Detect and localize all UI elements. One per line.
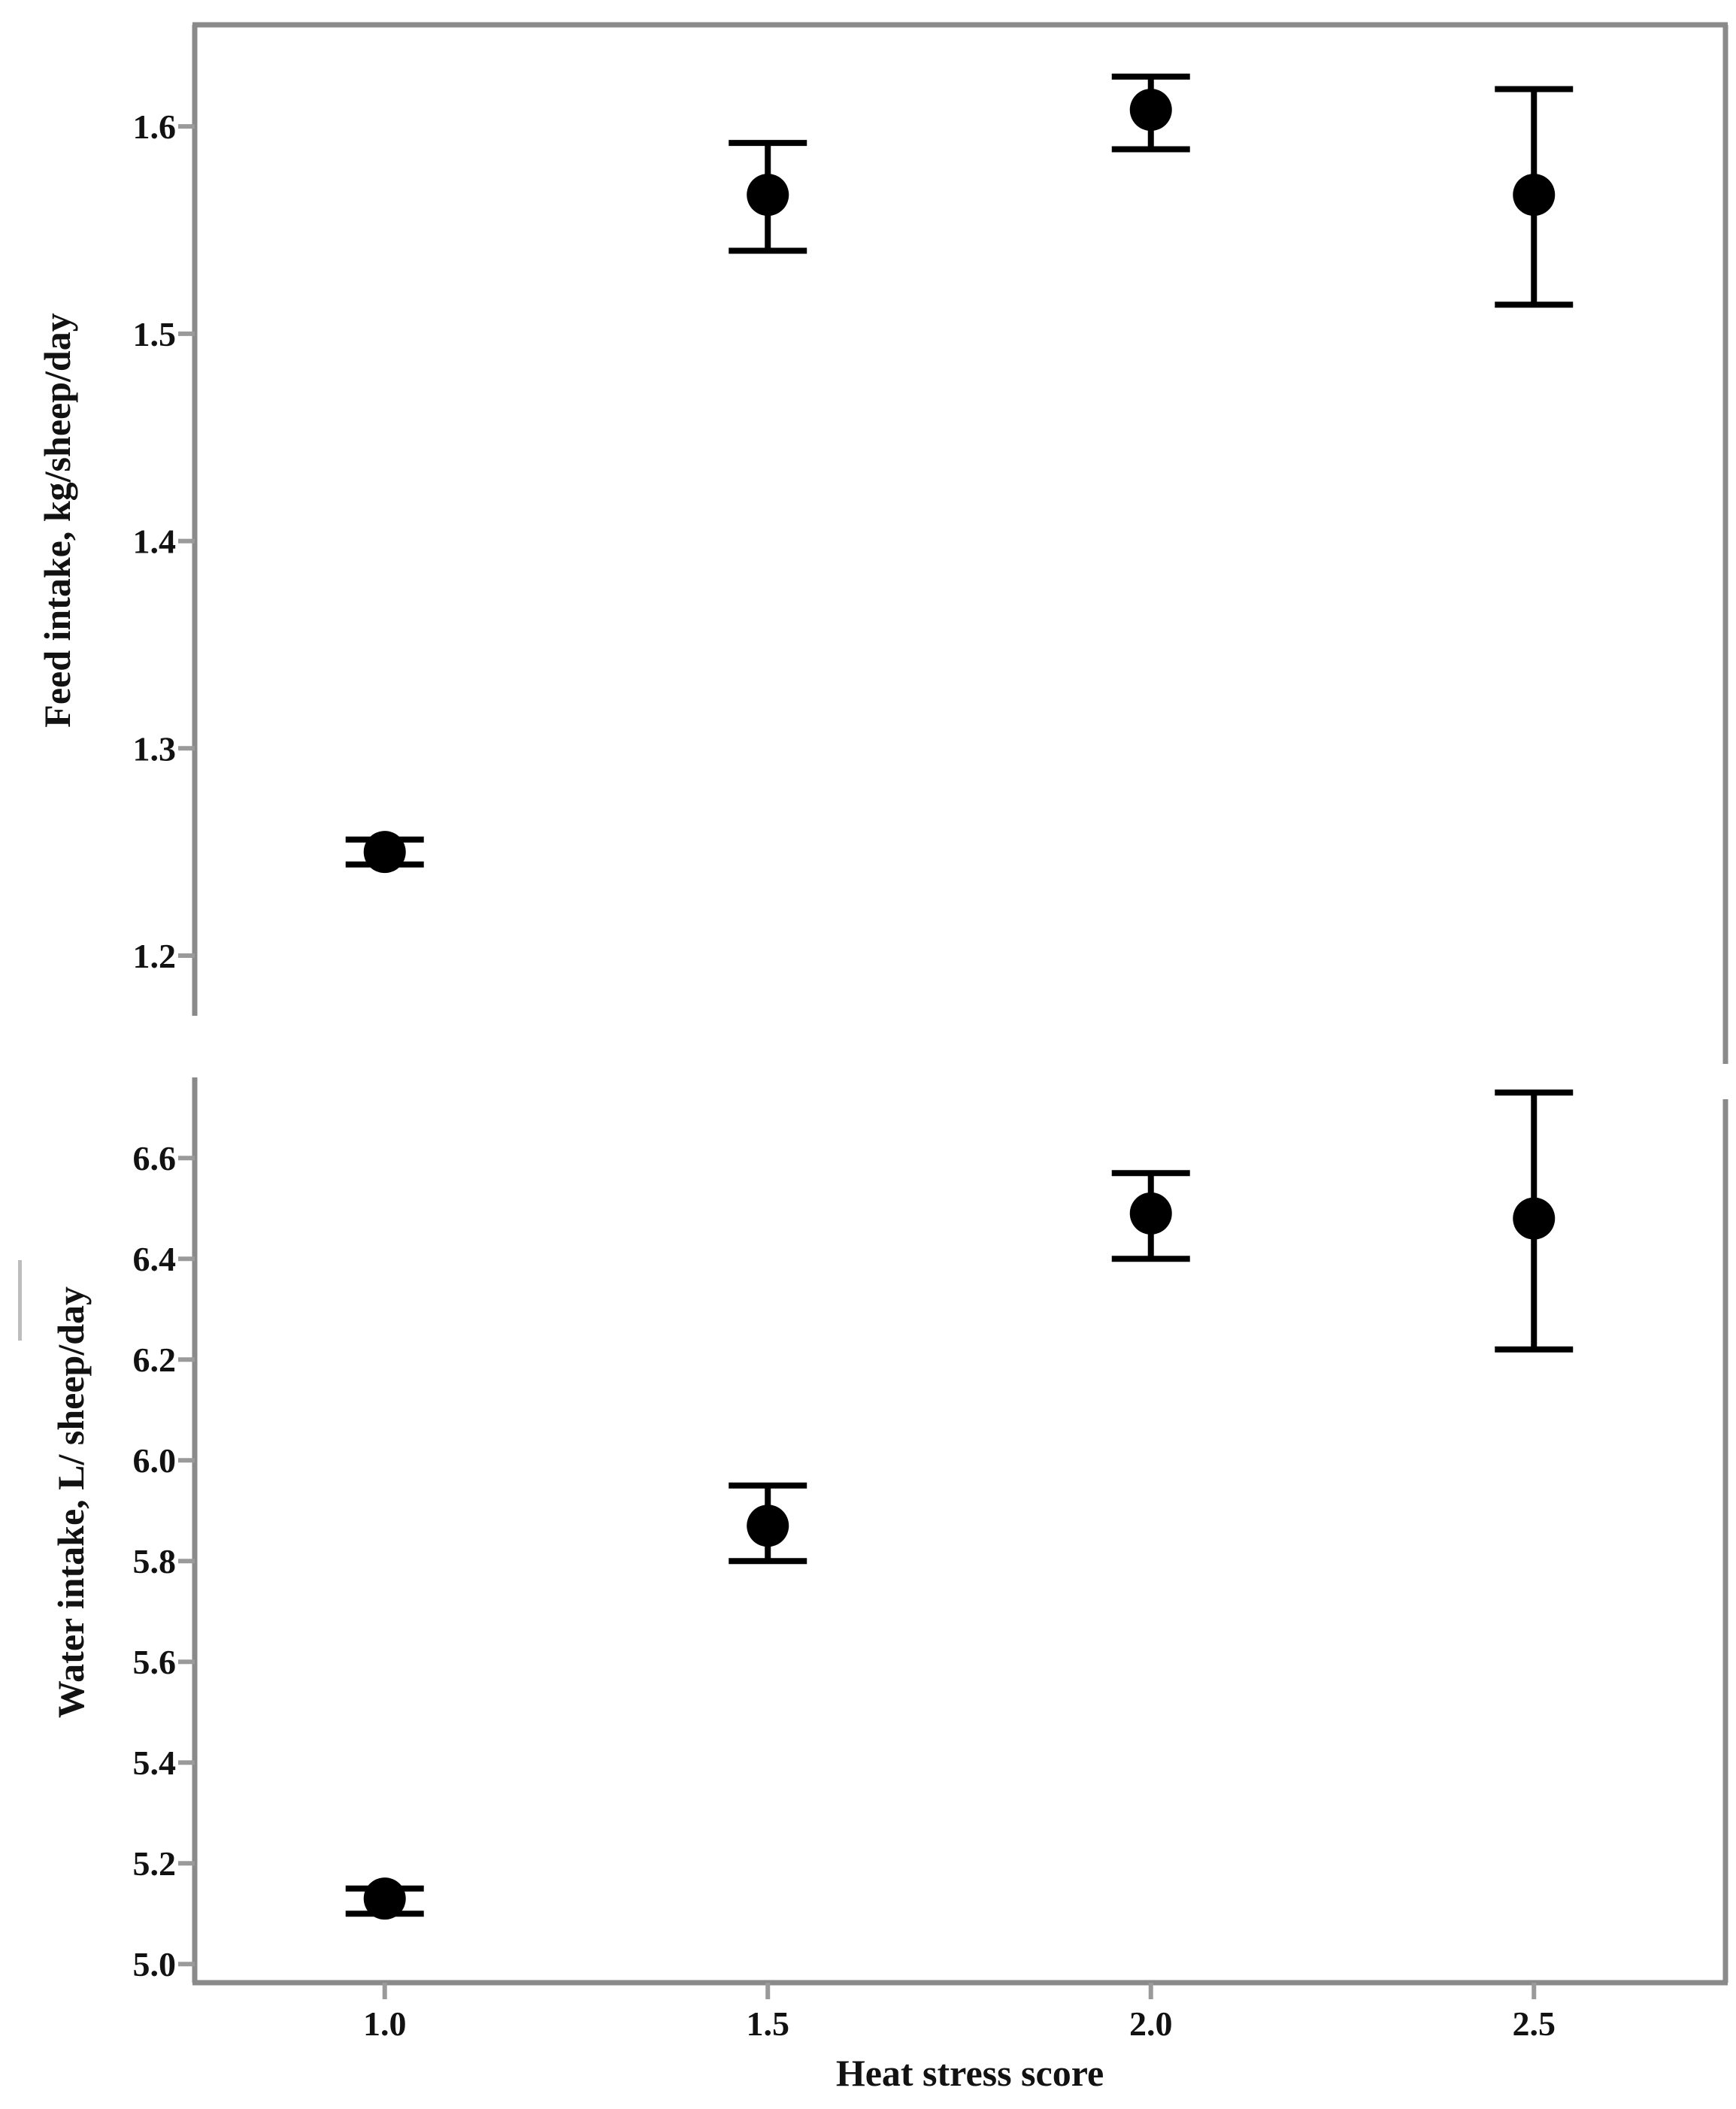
- y-tick-label-feed-intake: 1.2: [133, 937, 177, 975]
- x-axis-title-heat-stress-score: Heat stress score: [835, 2052, 1104, 2094]
- x-tick-label: 2.5: [1512, 2004, 1556, 2043]
- x-tick-label: 1.5: [746, 2004, 789, 2043]
- data-point-feed-intake-x1: [363, 831, 406, 874]
- y-tick-label-feed-intake: 1.6: [133, 108, 177, 146]
- y-tick-label-water-intake: 5.6: [133, 1643, 177, 1681]
- y-tick-label-water-intake: 6.6: [133, 1139, 177, 1177]
- y-axis-title-water-intake: Water intake, L/ sheep/day: [50, 1286, 92, 1719]
- y-axis-title-feed-intake: Feed intake, kg/sheep/day: [36, 313, 78, 728]
- x-tick-label: 2.0: [1129, 2004, 1173, 2043]
- data-point-feed-intake-x2.5: [1513, 174, 1556, 217]
- y-tick-label-water-intake: 6.0: [133, 1441, 177, 1480]
- x-tick-label: 1.0: [363, 2004, 407, 2043]
- y-tick-label-water-intake: 6.2: [133, 1341, 177, 1379]
- y-tick-label-feed-intake: 1.4: [133, 523, 177, 561]
- data-point-water-intake-x2: [1129, 1192, 1172, 1235]
- y-tick-label-water-intake: 6.4: [133, 1240, 177, 1278]
- data-point-water-intake-x1.5: [747, 1504, 789, 1547]
- y-tick-label-feed-intake: 1.5: [133, 315, 177, 353]
- data-point-feed-intake-x2: [1129, 89, 1172, 132]
- y-tick-label-feed-intake: 1.3: [133, 729, 177, 768]
- y-tick-label-water-intake: 5.4: [133, 1744, 177, 1782]
- y-tick-label-water-intake: 5.2: [133, 1844, 177, 1883]
- y-tick-label-water-intake: 5.8: [133, 1542, 177, 1580]
- data-point-water-intake-x1: [363, 1877, 406, 1920]
- data-point-feed-intake-x1.5: [747, 174, 789, 217]
- scan-artifact-line: [18, 1260, 22, 1341]
- y-tick-label-water-intake: 5.0: [133, 1945, 177, 1983]
- data-point-water-intake-x2.5: [1513, 1197, 1556, 1240]
